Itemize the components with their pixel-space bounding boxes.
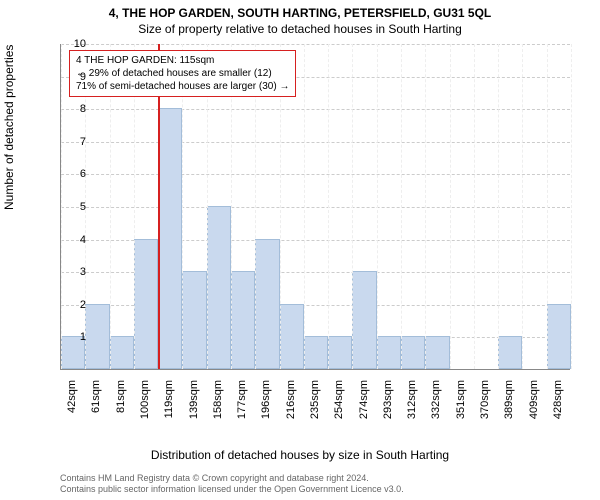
plot-area: 4 THE HOP GARDEN: 115sqm← 29% of detache…: [60, 44, 570, 370]
histogram-bar: [547, 304, 571, 369]
gridline-h: [61, 174, 570, 175]
gridline-v: [450, 44, 451, 369]
y-tick-label: 8: [46, 103, 86, 115]
histogram-bar: [377, 336, 401, 369]
gridline-v: [425, 44, 426, 369]
y-tick-label: 4: [46, 234, 86, 246]
y-tick-label: 3: [46, 266, 86, 278]
x-tick-label: 428sqm: [552, 380, 564, 440]
x-tick-label: 409sqm: [528, 380, 540, 440]
x-tick-label: 158sqm: [212, 380, 224, 440]
info-box: 4 THE HOP GARDEN: 115sqm← 29% of detache…: [69, 50, 296, 97]
gridline-h: [61, 109, 570, 110]
x-tick-label: 196sqm: [260, 380, 272, 440]
gridline-v: [352, 44, 353, 369]
x-tick-label: 293sqm: [382, 380, 394, 440]
x-tick-label: 235sqm: [309, 380, 321, 440]
footer-line-2: Contains public sector information licen…: [60, 484, 590, 496]
histogram-bar: [207, 206, 231, 369]
info-box-line: 4 THE HOP GARDEN: 115sqm: [76, 54, 289, 67]
x-tick-label: 177sqm: [236, 380, 248, 440]
gridline-h: [61, 44, 570, 45]
x-tick-label: 254sqm: [333, 380, 345, 440]
footer-attribution: Contains HM Land Registry data © Crown c…: [60, 473, 590, 496]
histogram-bar: [85, 304, 109, 369]
x-axis-label: Distribution of detached houses by size …: [0, 448, 600, 462]
histogram-bar: [498, 336, 522, 369]
histogram-bar: [304, 336, 328, 369]
x-tick-label: 119sqm: [163, 380, 175, 440]
x-tick-label: 61sqm: [90, 380, 102, 440]
x-tick-label: 274sqm: [358, 380, 370, 440]
x-tick-label: 139sqm: [188, 380, 200, 440]
footer-line-1: Contains HM Land Registry data © Crown c…: [60, 473, 590, 485]
histogram-bar: [328, 336, 352, 369]
gridline-v: [498, 44, 499, 369]
x-tick-label: 370sqm: [479, 380, 491, 440]
gridline-h: [61, 142, 570, 143]
histogram-bar: [255, 239, 279, 369]
info-box-line: 71% of semi-detached houses are larger (…: [76, 80, 289, 93]
y-tick-label: 7: [46, 136, 86, 148]
x-tick-label: 81sqm: [115, 380, 127, 440]
y-tick-label: 6: [46, 168, 86, 180]
histogram-bar: [401, 336, 425, 369]
y-axis-label: Number of detached properties: [2, 45, 16, 210]
x-tick-label: 216sqm: [285, 380, 297, 440]
x-tick-label: 100sqm: [139, 380, 151, 440]
histogram-bar: [158, 108, 182, 369]
gridline-v: [547, 44, 548, 369]
histogram-bar: [182, 271, 206, 369]
histogram-bar: [280, 304, 304, 369]
x-tick-label: 42sqm: [66, 380, 78, 440]
gridline-v: [328, 44, 329, 369]
x-tick-label: 351sqm: [455, 380, 467, 440]
chart-title-sub: Size of property relative to detached ho…: [0, 22, 600, 36]
histogram-bar: [231, 271, 255, 369]
histogram-bar: [425, 336, 449, 369]
gridline-h: [61, 207, 570, 208]
x-tick-label: 312sqm: [406, 380, 418, 440]
y-tick-label: 2: [46, 299, 86, 311]
gridline-v: [377, 44, 378, 369]
chart-container: 4, THE HOP GARDEN, SOUTH HARTING, PETERS…: [0, 0, 600, 500]
gridline-v: [304, 44, 305, 369]
y-tick-label: 1: [46, 331, 86, 343]
gridline-v: [474, 44, 475, 369]
x-tick-label: 389sqm: [503, 380, 515, 440]
gridline-v: [401, 44, 402, 369]
gridline-v: [571, 44, 572, 369]
y-tick-label: 9: [46, 71, 86, 83]
histogram-bar: [134, 239, 158, 369]
y-tick-label: 5: [46, 201, 86, 213]
info-box-line: ← 29% of detached houses are smaller (12…: [76, 67, 289, 80]
chart-title-main: 4, THE HOP GARDEN, SOUTH HARTING, PETERS…: [0, 6, 600, 20]
x-tick-label: 332sqm: [430, 380, 442, 440]
gridline-v: [522, 44, 523, 369]
y-tick-label: 10: [46, 38, 86, 50]
histogram-bar: [352, 271, 376, 369]
histogram-bar: [110, 336, 134, 369]
